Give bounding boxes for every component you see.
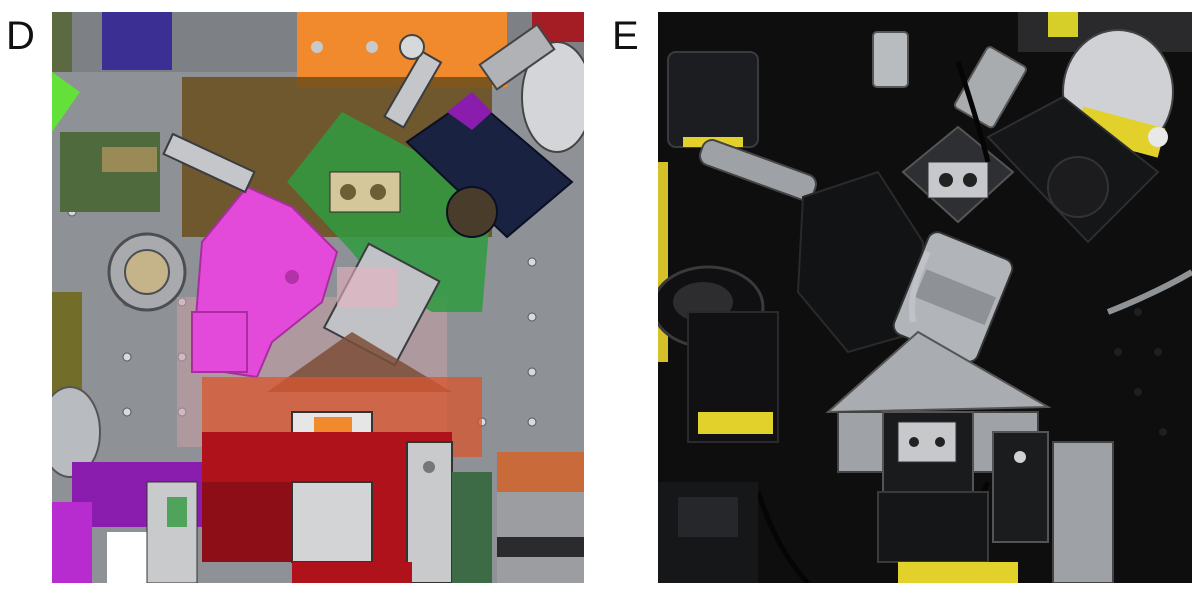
photo-panel: [658, 12, 1192, 583]
cad-assembly-render-icon: [52, 12, 584, 583]
microscope-photo-icon: [658, 12, 1192, 583]
cad-render-panel: [52, 12, 584, 583]
panel-label-d: D: [6, 14, 35, 58]
panel-label-e: E: [612, 14, 639, 58]
